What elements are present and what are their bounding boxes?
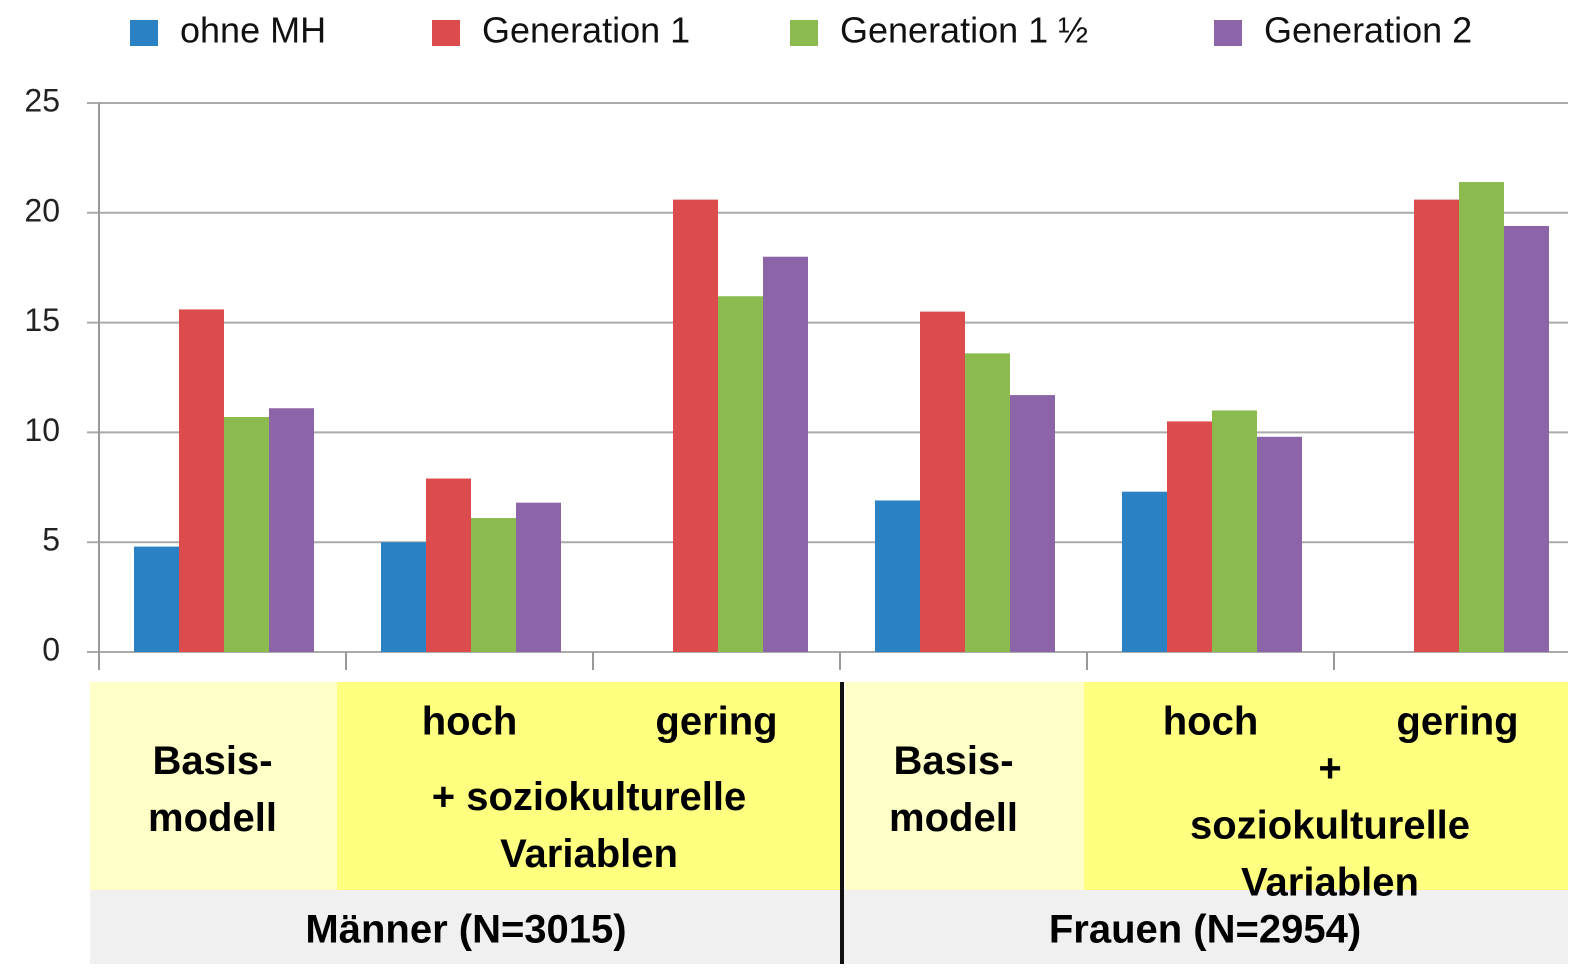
legend-label: Generation 2	[1264, 10, 1472, 51]
legend-label: Generation 1 ½	[840, 10, 1088, 51]
cell-sozio	[337, 682, 842, 890]
panel-label: Frauen (N=2954)	[1048, 907, 1362, 952]
panel-note: + soziokulturelle Variablen	[1189, 746, 1471, 905]
bar	[763, 256, 808, 652]
y-tick-label: 20	[24, 192, 60, 228]
bar	[1504, 225, 1549, 652]
category-label: Basis- modell	[889, 739, 1018, 840]
bar	[1122, 491, 1167, 652]
y-tick-label: 0	[42, 631, 60, 667]
bar	[426, 478, 471, 652]
bar	[516, 502, 561, 652]
bar	[920, 311, 965, 652]
chart: 0 5 10 15 20 25 ohne MH Generation 1 Generation …	[24, 10, 1568, 670]
legend-swatch	[130, 20, 158, 46]
y-tick-label: 25	[24, 82, 60, 118]
y-tick-label: 15	[24, 302, 60, 338]
legend-swatch	[432, 20, 460, 46]
category-label: Basis- modell	[148, 739, 277, 840]
bar	[1167, 421, 1212, 652]
bar	[224, 417, 269, 652]
bar	[673, 199, 718, 652]
legend-swatch	[790, 20, 818, 46]
category-label: gering	[1396, 699, 1519, 744]
legend-label: Generation 1	[482, 10, 690, 51]
bar	[269, 408, 314, 652]
cell-basis	[845, 682, 1084, 890]
divider	[840, 682, 844, 964]
legend-label: ohne MH	[180, 10, 326, 51]
bar	[1257, 436, 1302, 652]
panel-note: + soziokulturelle Variablen	[431, 775, 747, 876]
panel-label: Männer (N=3015)	[305, 907, 627, 952]
bar	[1414, 199, 1459, 652]
cell-basis	[90, 682, 337, 890]
bar	[718, 296, 763, 652]
bar	[1010, 395, 1055, 652]
bar	[875, 500, 920, 652]
category-label: hoch	[421, 699, 518, 744]
cell-panel	[90, 890, 1568, 964]
legend-swatch	[1214, 20, 1242, 46]
bar	[1212, 410, 1257, 652]
category-label: gering	[655, 699, 778, 744]
bar	[471, 518, 516, 652]
y-tick-label: 10	[24, 412, 60, 448]
category-label: hoch	[1162, 699, 1259, 744]
y-tick-label: 5	[42, 522, 60, 558]
bar	[381, 542, 426, 652]
bar	[965, 353, 1010, 652]
bar	[179, 309, 224, 652]
bar	[134, 546, 179, 652]
cell-sozio	[1084, 682, 1568, 890]
bar	[1459, 182, 1504, 652]
